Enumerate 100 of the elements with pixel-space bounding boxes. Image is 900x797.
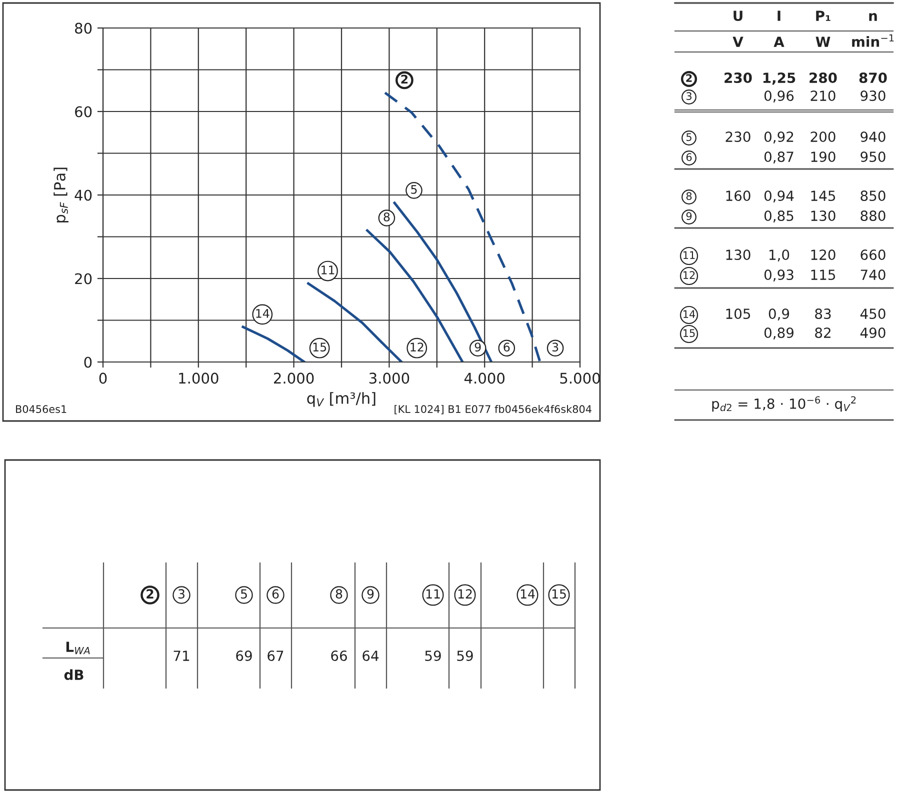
data-label: 930 (860, 90, 886, 102)
data-label: 82 (815, 328, 830, 338)
data-label: 59 (457, 650, 473, 662)
category-label: 3 (686, 92, 692, 100)
annotation: 6 (504, 342, 510, 352)
data-label: 0,89 (764, 328, 794, 340)
text: L$_{WA}$ (66, 642, 90, 654)
text: [KL 1024] B1 E077 fb0456ek4f6sk804 (394, 404, 592, 414)
annotation: 9 (474, 342, 481, 352)
x-tick-label: 5.000 (560, 372, 600, 384)
category-label: 12 (684, 271, 695, 279)
category-label: 8 (336, 589, 342, 599)
data-label: 105 (726, 308, 750, 320)
data-label: 120 (811, 250, 836, 260)
annotation: 2 (401, 74, 408, 84)
x-tick-label: 0 (99, 372, 107, 384)
line-series (242, 326, 306, 362)
category-label: 15 (552, 589, 566, 599)
category-label: 9 (686, 212, 692, 220)
category-label: 11 (684, 251, 695, 259)
category-label: 5 (240, 589, 247, 599)
y-tick-label: 20 (75, 273, 92, 284)
y-tick-label: 0 (84, 356, 92, 368)
data-label: 230 (726, 132, 750, 142)
text: A (774, 36, 784, 47)
text: W (816, 36, 830, 47)
data-label: 0,96 (764, 90, 794, 102)
category-label: 8 (686, 192, 692, 200)
x-tick-label: 3.000 (369, 372, 410, 384)
data-label: 950 (860, 152, 886, 162)
data-label: 940 (860, 132, 886, 142)
category-label: 5 (686, 133, 692, 142)
annotation: 8 (384, 212, 390, 222)
line-series (366, 229, 464, 362)
y-tick-label: 40 (74, 190, 92, 201)
data-label: 200 (810, 132, 836, 142)
text: B0456es1 (16, 405, 66, 414)
data-label: 69 (236, 650, 252, 662)
category-label: 6 (686, 153, 692, 162)
text: I (778, 10, 780, 21)
data-label: 130 (726, 250, 750, 260)
y-tick-label: 60 (75, 106, 92, 118)
line-series (307, 282, 403, 362)
text: U (734, 10, 742, 22)
data-label: 66 (331, 650, 347, 662)
y-tick-label: 80 (75, 22, 92, 34)
data-label: 59 (425, 650, 441, 662)
data-label: 740 (860, 270, 886, 280)
data-label: 450 (860, 308, 886, 320)
data-label: 280 (810, 72, 837, 84)
data-label: 83 (815, 308, 831, 320)
annotation: 15 (313, 342, 326, 352)
data-label: 880 (860, 210, 886, 222)
data-label: 0,94 (764, 190, 794, 202)
data-label: 0,87 (764, 152, 794, 164)
data-label: 67 (268, 650, 284, 662)
text: P₁ (816, 10, 830, 21)
data-label: 490 (860, 328, 886, 338)
annotation: 14 (256, 309, 270, 318)
x-tick-label: 1.000 (179, 372, 218, 384)
data-label: 0,93 (764, 270, 794, 282)
data-label: 145 (811, 190, 836, 202)
category-label: 6 (272, 589, 279, 599)
data-label: 1,0 (769, 250, 790, 262)
data-label: 71 (174, 650, 190, 661)
data-label: 190 (811, 152, 836, 162)
category-label: 14 (684, 310, 696, 318)
data-label: 870 (859, 72, 887, 84)
y-axis-title: p$_{sF}$ [Pa] (54, 168, 68, 222)
category-label: 15 (684, 329, 695, 338)
data-label: 115 (811, 270, 836, 280)
category-label: 14 (520, 589, 535, 598)
data-label: 660 (860, 250, 886, 260)
x-axis-title: q$_{V}$ [m³/h] (307, 392, 376, 407)
category-label: 9 (367, 589, 374, 599)
category-label: 11 (426, 589, 440, 598)
line-series (393, 202, 493, 362)
category-label: 12 (458, 589, 472, 598)
data-label: 160 (726, 190, 750, 202)
annotation: 12 (410, 342, 424, 352)
data-label: 0,9 (768, 308, 790, 320)
text: p$_{d2}$ = 1,8 · 10$^{−6}$ · q$_{V}$$^{2}$ (712, 396, 856, 412)
data-label: 230 (724, 72, 752, 84)
category-label: 2 (146, 589, 154, 598)
category-label: 3 (178, 589, 184, 599)
annotation: 3 (552, 342, 558, 352)
data-label: 0,85 (764, 210, 794, 222)
category-label: 2 (686, 74, 692, 82)
text: n (869, 13, 877, 21)
x-tick-label: 4.000 (464, 372, 505, 384)
line-series (384, 91, 542, 362)
text: min$^{−1}$ (852, 34, 894, 47)
annotation: 5 (411, 185, 417, 194)
data-label: 64 (362, 650, 379, 662)
x-tick-label: 2.000 (274, 372, 314, 384)
data-label: 130 (811, 210, 836, 222)
text: V (732, 36, 744, 47)
text: dB (64, 669, 84, 680)
data-label: 210 (810, 90, 836, 102)
data-label: 850 (860, 190, 886, 202)
